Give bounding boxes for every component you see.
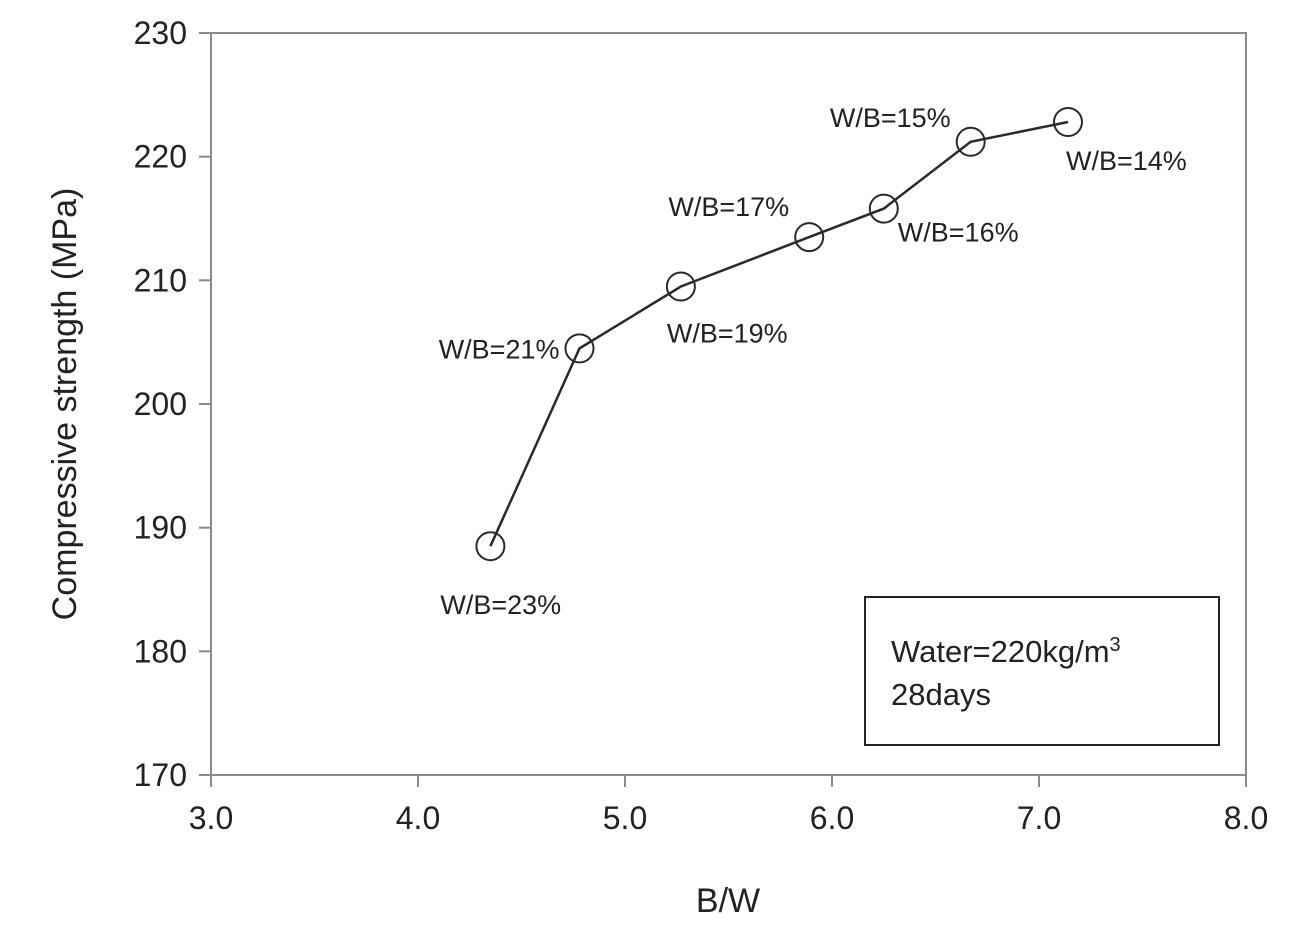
x-tick-label: 7.0 — [1017, 800, 1061, 836]
x-tick-label: 8.0 — [1224, 800, 1268, 836]
y-axis: 170 180 190 200 210 220 230 — [134, 15, 211, 793]
annotation-superscript: 3 — [1110, 634, 1121, 656]
data-point-label: W/B=21% — [439, 334, 560, 364]
data-point-label: W/B=16% — [898, 218, 1019, 248]
data-point-label: W/B=23% — [440, 590, 561, 620]
x-tick-label: 5.0 — [603, 800, 647, 836]
y-axis-title: Compressive strength (MPa) — [46, 188, 84, 621]
x-axis: 3.0 4.0 5.0 6.0 7.0 8.0 — [189, 775, 1268, 836]
annotation-line-water: Water=220kg/m3 — [891, 634, 1121, 669]
data-point-marker — [955, 126, 986, 157]
annotation-line-days: 28days — [891, 677, 991, 712]
data-point-marker — [665, 271, 696, 302]
y-tick-label: 220 — [134, 139, 187, 175]
annotation-box: Water=220kg/m3 28days — [864, 596, 1220, 746]
y-tick-label: 180 — [134, 633, 187, 669]
x-tick-label: 4.0 — [396, 800, 440, 836]
series-layer: W/B=23% W/B=21% W/B=19% W/B=17% W/B=16% W/B=1… — [439, 103, 1187, 620]
y-tick-label: 170 — [134, 757, 187, 793]
data-point-label: W/B=17% — [668, 192, 789, 222]
x-axis-title: B/W — [696, 882, 760, 920]
data-point-marker — [868, 193, 899, 224]
y-tick-label: 190 — [134, 510, 187, 546]
y-tick-label: 210 — [134, 262, 187, 298]
data-point-label: W/B=15% — [830, 103, 951, 133]
y-tick-label: 200 — [134, 386, 187, 422]
x-tick-label: 6.0 — [810, 800, 854, 836]
data-point-marker — [794, 222, 825, 253]
data-point-marker — [1053, 107, 1083, 137]
data-point-label: W/B=19% — [667, 319, 788, 349]
data-point-marker — [564, 333, 595, 364]
data-point-marker — [475, 531, 506, 562]
data-point-label: W/B=14% — [1066, 146, 1187, 176]
annotation-frame — [864, 596, 1220, 746]
series-line — [489, 120, 1069, 547]
y-tick-label: 230 — [134, 15, 187, 51]
x-tick-label: 3.0 — [189, 800, 233, 836]
